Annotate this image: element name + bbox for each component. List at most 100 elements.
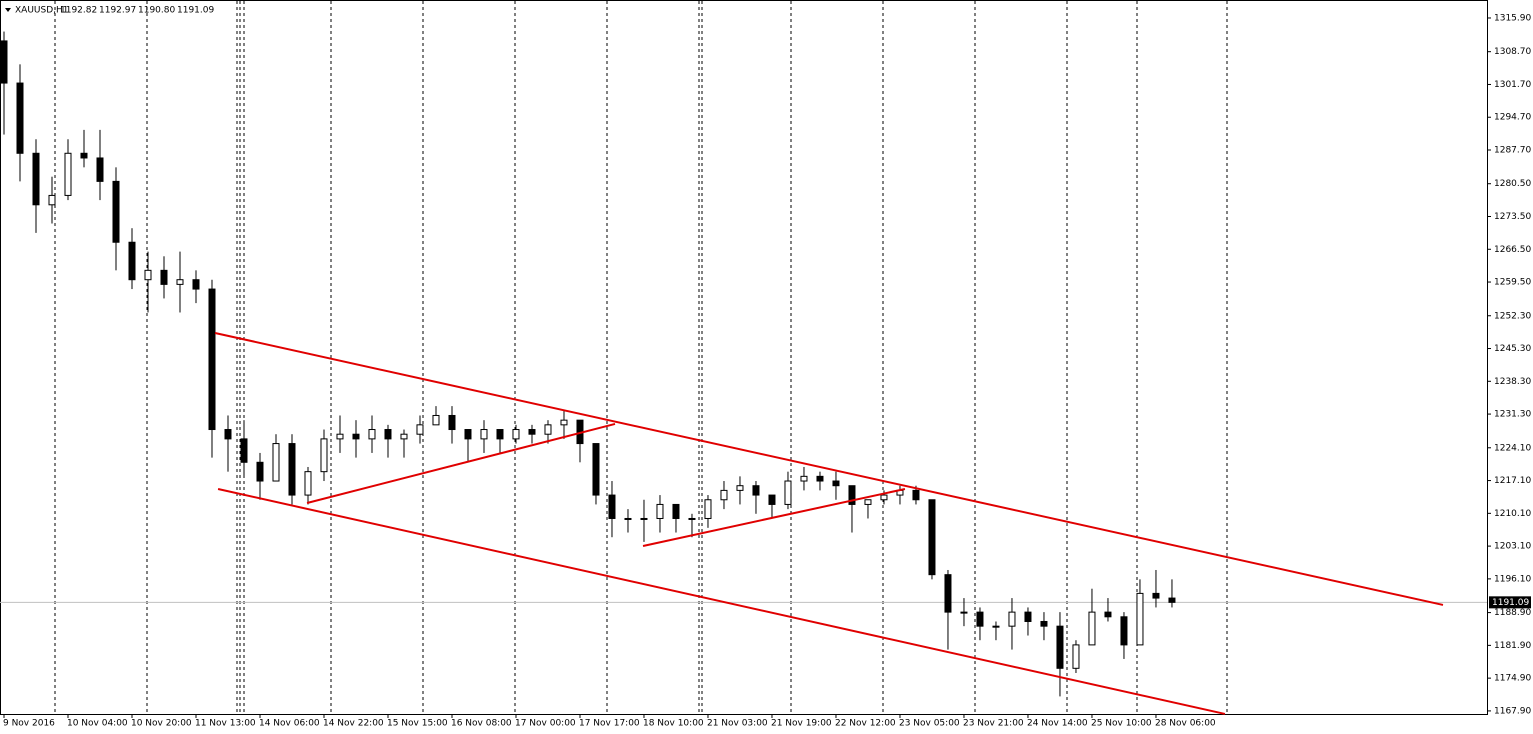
candle-body: [80, 152, 88, 159]
x-tick-label: 17 Nov 00:00: [515, 719, 576, 729]
candle-body: [1120, 616, 1128, 646]
candle-body: [656, 503, 664, 519]
candle-body: [1104, 611, 1112, 618]
candle-body: [944, 574, 952, 613]
symbol: XAUUSD,H1: [15, 6, 69, 16]
candle-body: [1040, 620, 1048, 627]
candle-body: [720, 489, 728, 501]
candle-body: [448, 414, 456, 431]
low-value: 1190.80: [138, 6, 175, 16]
candle-body: [1152, 592, 1160, 599]
candle-body: [848, 485, 856, 505]
candle-body: [1088, 611, 1096, 646]
x-tick-label: 28 Nov 06:00: [1155, 719, 1216, 729]
candle-body: [560, 419, 568, 426]
candle-body: [144, 269, 152, 281]
y-tick-label: 1308.70: [1494, 47, 1531, 57]
open-value: 1192.82: [60, 6, 97, 16]
candle-body: [1168, 597, 1176, 603]
y-tick-label: 1259.50: [1494, 278, 1531, 288]
y-tick-label: 1203.10: [1494, 542, 1531, 552]
x-tick-label: 22 Nov 12:00: [835, 719, 896, 729]
candle-body: [928, 499, 936, 576]
candle-body: [912, 489, 920, 501]
candle-body: [736, 485, 744, 491]
y-tick-label: 1280.50: [1494, 179, 1531, 189]
candle-body: [304, 471, 312, 496]
y-tick-label: 1266.50: [1494, 245, 1531, 255]
candle-body: [240, 438, 248, 463]
candle-body: [640, 517, 648, 520]
x-tick-label: 11 Nov 13:00: [195, 719, 256, 729]
x-tick-label: 23 Nov 05:00: [899, 719, 960, 729]
x-tick-label: 21 Nov 03:00: [707, 719, 768, 729]
current-price-label: 1191.09: [1492, 598, 1529, 608]
candle-body: [416, 424, 424, 435]
candle-body: [512, 429, 520, 440]
candle-body: [592, 443, 600, 496]
x-tick-label: 17 Nov 17:00: [579, 719, 640, 729]
y-tick-label: 1231.30: [1494, 410, 1531, 420]
candle-body: [880, 494, 888, 501]
y-tick-label: 1315.90: [1494, 13, 1531, 23]
close-value: 1191.09: [177, 6, 214, 16]
candle-body: [64, 152, 72, 196]
x-tick-label: 14 Nov 22:00: [323, 719, 384, 729]
candle-body: [1024, 611, 1032, 622]
candle-body: [288, 443, 296, 496]
plot-frame: [0, 0, 1488, 715]
candle-body: [688, 517, 696, 520]
x-tick-label: 10 Nov 20:00: [131, 719, 192, 729]
candle-body: [624, 517, 632, 520]
y-tick-label: 1188.90: [1494, 608, 1531, 618]
candle-body: [832, 480, 840, 487]
y-tick-label: 1167.90: [1494, 706, 1531, 716]
menu-arrow[interactable]: [5, 8, 11, 12]
candle-body: [208, 288, 216, 431]
candle-body: [0, 40, 8, 84]
candle-body: [32, 152, 40, 206]
candle-body: [752, 485, 760, 496]
price-box: [1489, 596, 1531, 609]
candle-body: [368, 429, 376, 440]
candle-body: [400, 433, 408, 440]
candle-body: [1008, 611, 1016, 627]
candle-body: [352, 433, 360, 440]
candle-body: [176, 279, 184, 285]
x-tick-label: 9 Nov 2016: [3, 719, 55, 729]
x-tick-label: 21 Nov 19:00: [771, 719, 832, 729]
candle-body: [272, 443, 280, 482]
trendline: [214, 332, 1444, 606]
x-tick-label: 16 Nov 08:00: [451, 719, 512, 729]
y-tick-label: 1294.70: [1494, 113, 1531, 123]
candle-body: [672, 503, 680, 519]
candle-body: [816, 475, 824, 482]
candle-body: [160, 269, 168, 285]
trendline: [217, 488, 1226, 715]
candle-body: [48, 194, 56, 206]
x-tick-label: 25 Nov 10:00: [1091, 719, 1152, 729]
candle-body: [128, 241, 136, 281]
y-tick-label: 1224.10: [1494, 443, 1531, 453]
candle-body: [480, 429, 488, 440]
y-tick-label: 1238.30: [1494, 377, 1531, 387]
x-tick-label: 23 Nov 21:00: [963, 719, 1024, 729]
x-tick-label: 18 Nov 10:00: [643, 719, 704, 729]
candle-body: [608, 494, 616, 519]
candle-body: [96, 157, 104, 182]
candle-body: [432, 414, 440, 426]
y-tick-label: 1174.90: [1494, 674, 1531, 684]
y-tick-label: 1210.10: [1494, 509, 1531, 519]
candle-body: [768, 494, 776, 505]
y-tick-label: 1273.50: [1494, 212, 1531, 222]
candle-body: [224, 429, 232, 440]
x-tick-label: 10 Nov 04:00: [67, 719, 128, 729]
x-tick-label: 24 Nov 14:00: [1027, 719, 1088, 729]
candle-body: [256, 461, 264, 482]
candle-body: [864, 499, 872, 505]
candle-body: [992, 625, 1000, 628]
candle-body: [384, 429, 392, 440]
y-tick-label: 1196.10: [1494, 574, 1531, 584]
candle-body: [960, 611, 968, 614]
